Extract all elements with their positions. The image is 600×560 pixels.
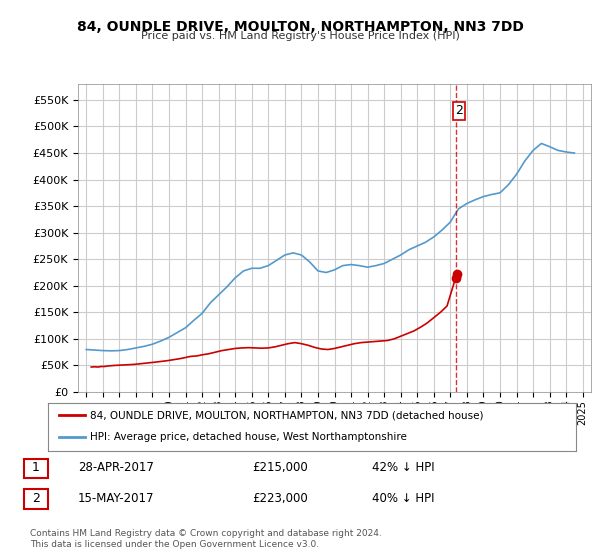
- Text: 15-MAY-2017: 15-MAY-2017: [78, 492, 155, 505]
- Text: Contains HM Land Registry data © Crown copyright and database right 2024.
This d: Contains HM Land Registry data © Crown c…: [30, 529, 382, 549]
- Text: 42% ↓ HPI: 42% ↓ HPI: [372, 461, 434, 474]
- FancyBboxPatch shape: [24, 459, 48, 478]
- Text: 28-APR-2017: 28-APR-2017: [78, 461, 154, 474]
- FancyBboxPatch shape: [24, 489, 48, 509]
- Text: 2: 2: [32, 492, 40, 505]
- Text: 1: 1: [32, 461, 40, 474]
- Text: 2: 2: [455, 104, 463, 117]
- Text: 40% ↓ HPI: 40% ↓ HPI: [372, 492, 434, 505]
- Text: Price paid vs. HM Land Registry's House Price Index (HPI): Price paid vs. HM Land Registry's House …: [140, 31, 460, 41]
- Text: 84, OUNDLE DRIVE, MOULTON, NORTHAMPTON, NN3 7DD (detached house): 84, OUNDLE DRIVE, MOULTON, NORTHAMPTON, …: [90, 410, 484, 420]
- Text: £223,000: £223,000: [252, 492, 308, 505]
- Text: 84, OUNDLE DRIVE, MOULTON, NORTHAMPTON, NN3 7DD: 84, OUNDLE DRIVE, MOULTON, NORTHAMPTON, …: [77, 20, 523, 34]
- Text: HPI: Average price, detached house, West Northamptonshire: HPI: Average price, detached house, West…: [90, 432, 407, 442]
- Text: £215,000: £215,000: [252, 461, 308, 474]
